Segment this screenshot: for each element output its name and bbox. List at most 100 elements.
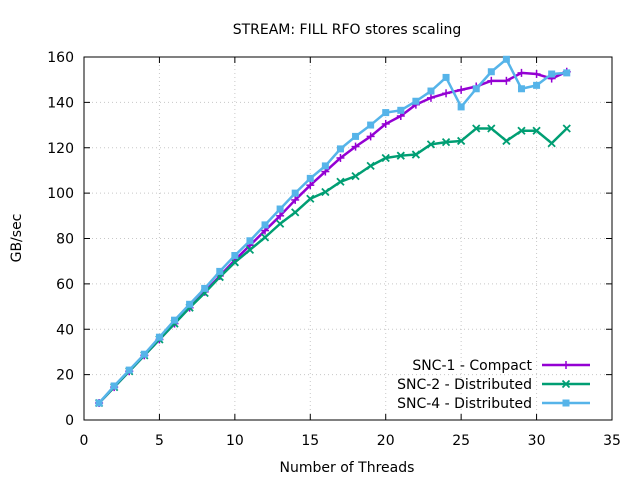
data-point [457, 85, 466, 94]
data-point [321, 187, 330, 197]
data-point [306, 174, 314, 182]
x-tick-label: 25 [452, 433, 470, 449]
y-tick-label: 120 [47, 141, 74, 157]
data-point [396, 151, 405, 160]
legend: SNC-1 - Compact SNC-2 - Distributed SNC-4 … [397, 358, 590, 412]
x-tick-label: 20 [377, 433, 395, 449]
marker-stroke [351, 171, 360, 181]
data-point [230, 258, 239, 267]
data-point [548, 70, 556, 78]
data-point [517, 85, 525, 93]
data-point [411, 150, 421, 159]
y-tick-label: 0 [65, 413, 74, 429]
data-point [260, 233, 270, 242]
marker-stroke [366, 161, 375, 171]
series-group [94, 55, 571, 408]
data-point [321, 162, 329, 170]
marker-stroke [562, 124, 571, 133]
x-tick-label: 30 [528, 433, 546, 449]
data-point [502, 55, 510, 63]
data-point [517, 68, 526, 77]
data-point [397, 106, 405, 114]
data-point [517, 126, 526, 135]
data-point [381, 153, 390, 163]
series-3 [95, 55, 571, 407]
data-point [336, 177, 345, 186]
marker-stroke [275, 219, 285, 228]
data-point [261, 221, 269, 229]
data-point [442, 89, 451, 98]
data-point [275, 219, 285, 228]
data-point [427, 87, 435, 95]
data-point [171, 316, 179, 324]
data-point [502, 136, 511, 146]
data-point [366, 161, 375, 171]
data-point [426, 93, 435, 102]
data-point [412, 97, 420, 105]
marker-stroke [230, 258, 239, 267]
data-point [306, 181, 315, 190]
y-tick-label: 100 [47, 186, 74, 202]
axes: 0 20 40 60 80 100 120 140 160 0 5 10 15 20 25 30 35 [47, 50, 621, 449]
marker-stroke [381, 153, 390, 163]
data-point [487, 68, 495, 76]
data-point [276, 211, 285, 220]
marker-stroke [487, 124, 496, 133]
data-point [140, 350, 148, 358]
marker-stroke [336, 177, 345, 186]
y-tick-label: 20 [56, 368, 74, 384]
data-point [426, 140, 436, 149]
legend-marker [561, 379, 571, 389]
data-point [216, 267, 224, 275]
marker-stroke [457, 136, 466, 146]
data-point [276, 205, 284, 213]
x-tick-label: 35 [603, 433, 621, 449]
marker-stroke [245, 245, 255, 254]
data-point [291, 189, 299, 197]
data-point [336, 145, 344, 153]
data-point [472, 85, 480, 93]
data-point [367, 121, 375, 129]
x-tick-label: 5 [155, 433, 164, 449]
data-point [487, 76, 496, 85]
x-tick-label: 10 [226, 433, 244, 449]
x-tick-label: 15 [301, 433, 319, 449]
data-point [306, 194, 315, 203]
marker-stroke [291, 208, 300, 217]
data-point [110, 382, 118, 390]
data-point [457, 103, 465, 111]
y-tick-label: 140 [47, 95, 74, 111]
data-point [351, 171, 360, 181]
legend-entry-3: SNC-4 - Distributed [397, 396, 590, 412]
data-point [366, 132, 375, 141]
data-point [231, 252, 239, 260]
marker-stroke [396, 151, 405, 160]
data-point [291, 195, 300, 204]
marker-stroke [561, 379, 571, 389]
data-point [562, 124, 571, 133]
data-point [382, 109, 390, 117]
data-point [336, 153, 345, 162]
x-axis-label: Number of Threads [280, 460, 415, 476]
data-point [472, 124, 481, 133]
marker-stroke [260, 233, 270, 242]
data-point [351, 142, 360, 151]
data-point [352, 132, 360, 140]
y-tick-label: 60 [56, 277, 74, 293]
data-point [95, 399, 103, 407]
y-tick-label: 160 [47, 50, 74, 66]
data-point [381, 119, 390, 128]
data-point [502, 76, 511, 85]
data-point [487, 124, 496, 133]
marker-stroke [472, 124, 481, 133]
chart-title: STREAM: FILL RFO stores scaling [233, 22, 462, 38]
y-tick-label: 40 [56, 322, 74, 338]
x-tick-label: 0 [80, 433, 89, 449]
y-axis-label: GB/sec [9, 214, 25, 263]
data-point [533, 81, 541, 89]
marker-stroke [321, 187, 330, 197]
legend-marker [562, 361, 570, 369]
grid [84, 57, 612, 420]
